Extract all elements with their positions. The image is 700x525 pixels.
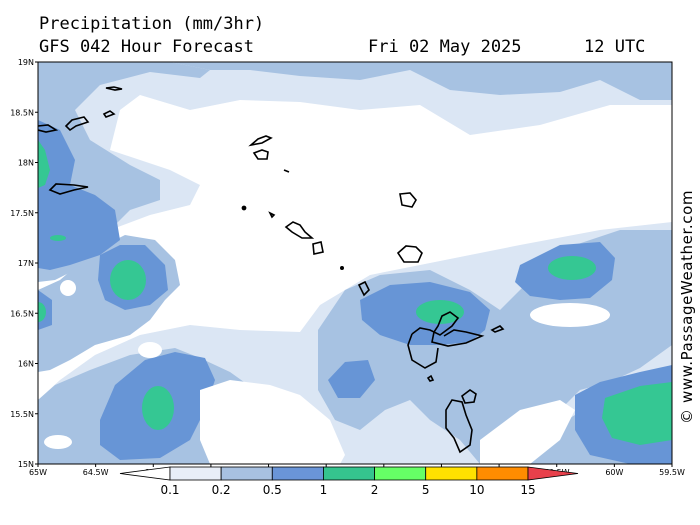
lon-label: 59.5W: [659, 468, 685, 477]
colorbar-segment: [169, 466, 222, 481]
precip-gaps: [44, 280, 610, 464]
colorbar-label: 15: [520, 483, 535, 497]
colorbar-segment: [476, 466, 529, 481]
precip-field: [38, 62, 672, 464]
colorbar-segment: [425, 466, 478, 481]
colorbar-label: 0.1: [160, 483, 179, 497]
lon-label: 64.5W: [83, 468, 109, 477]
colorbar-segment: [271, 466, 324, 481]
copyright-text: © www.PassageWeather.com: [678, 189, 696, 424]
colorbar-label: 2: [371, 483, 379, 497]
lat-label: 15N: [18, 460, 34, 469]
precip-band-green: [38, 140, 672, 445]
map-title: Precipitation (mm/3hr): [39, 14, 265, 34]
colorbar-label: 10: [469, 483, 484, 497]
lat-label: 18N: [18, 159, 34, 168]
colorbar-segment: [323, 466, 375, 481]
colorbar-over: [527, 466, 579, 481]
forecast-time: 12 UTC: [584, 37, 646, 57]
colorbar-segment: [220, 466, 273, 481]
lat-label: 19N: [18, 58, 34, 67]
lat-label: 17N: [18, 259, 34, 268]
colorbar: 0.1 0.2 0.5 1 2 5 10 15: [119, 466, 579, 497]
colorbar-label: 0.2: [212, 483, 231, 497]
forecast-date: Fri 02 May 2025: [368, 37, 522, 57]
colorbar-label: 0.5: [263, 483, 282, 497]
forecast-label: GFS 042 Hour Forecast: [39, 37, 254, 57]
colorbar-label: 1: [320, 483, 328, 497]
lon-label: 60W: [605, 468, 623, 477]
lat-label: 15.5N: [10, 410, 34, 419]
coastlines: [38, 86, 505, 454]
lat-label: 16N: [18, 360, 34, 369]
lat-label: 18.5N: [10, 108, 34, 117]
lat-label: 16.5N: [10, 309, 34, 318]
lat-label: 17.5N: [10, 209, 34, 218]
colorbar-label: 5: [422, 483, 430, 497]
colorbar-segment: [374, 466, 427, 481]
lon-label: 65W: [29, 468, 47, 477]
